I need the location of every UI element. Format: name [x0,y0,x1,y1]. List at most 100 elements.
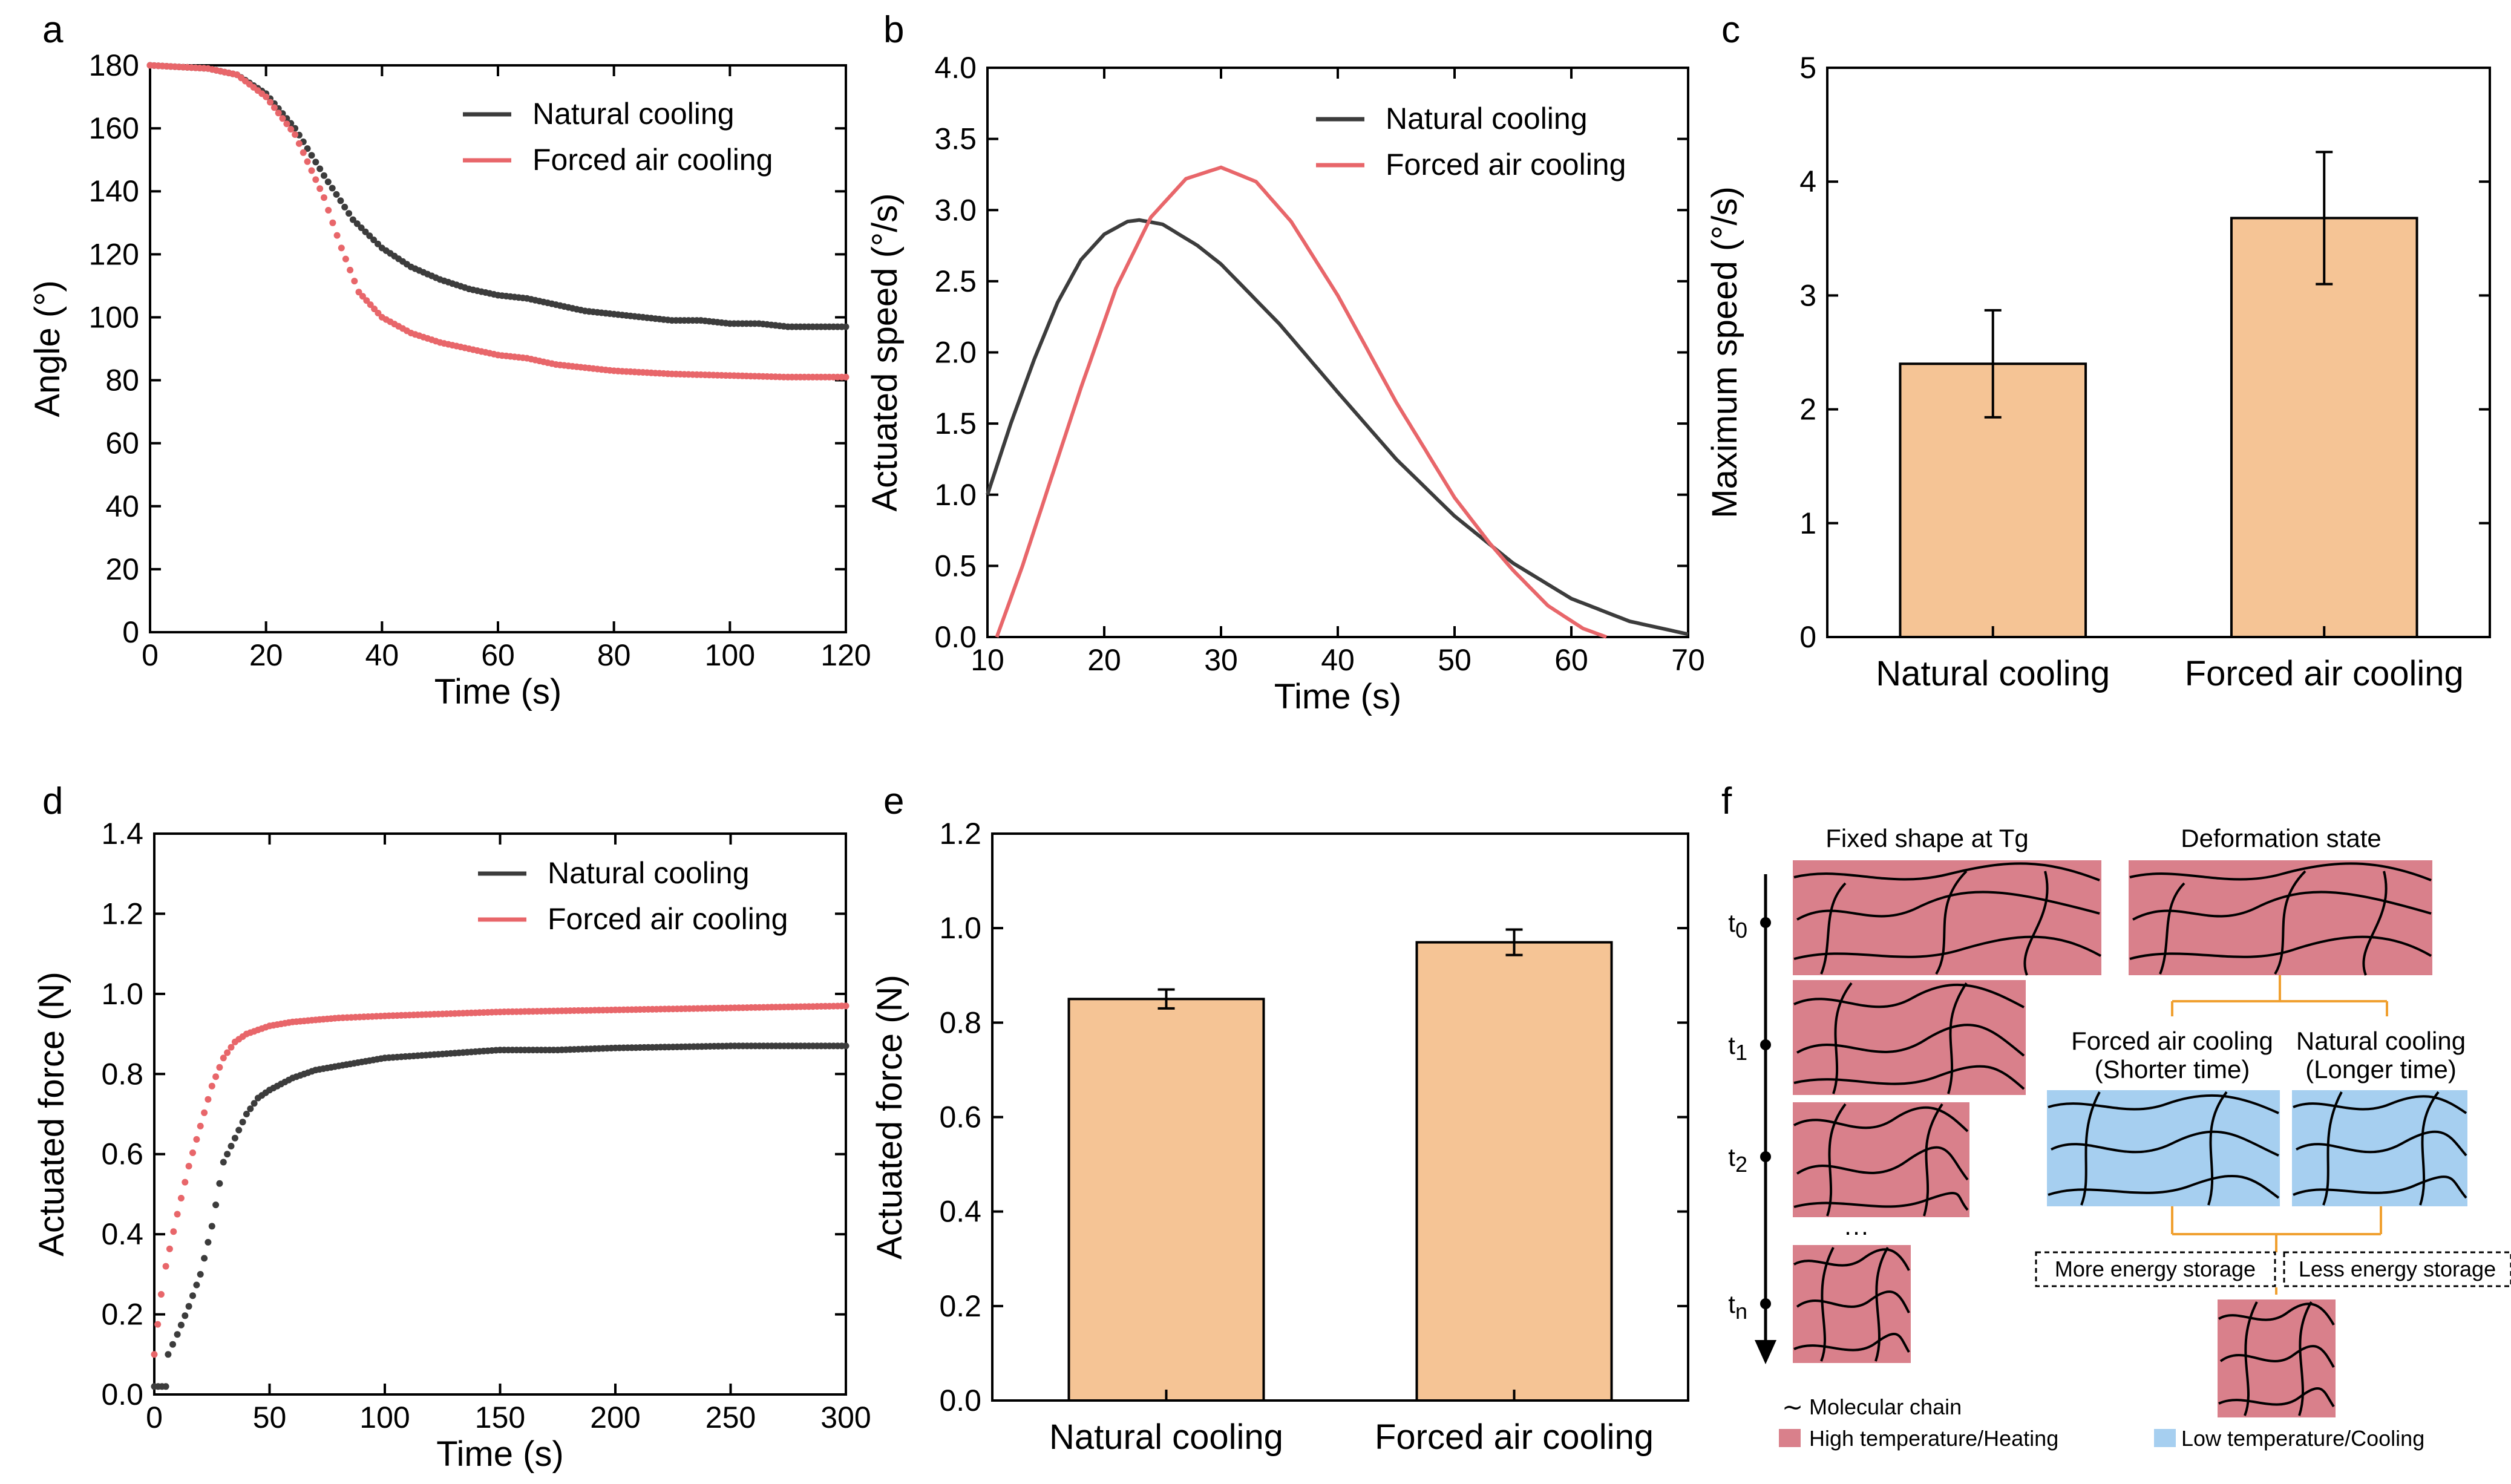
y-tick-label: 0.2 [939,1289,981,1323]
y-tick-label: 5 [1799,51,1816,85]
data-point [177,1195,185,1201]
block-deformation [2129,860,2432,976]
series-natural-cooling [146,62,850,330]
x-tick-label: 100 [705,638,755,672]
data-point [321,172,327,179]
data-point [329,219,336,226]
panel-label-c: c [1721,9,1740,51]
natural-sub: (Longer time) [2305,1055,2457,1084]
more-storage-box [2035,1251,2276,1287]
panel-label-f: f [1721,780,1732,822]
time-dot-t0 [1760,917,1771,928]
y-axis-label: Angle (°) [28,280,67,417]
chart-a-angle: 0 20 40 60 80 100 120 140 160 180 0 20 40 60 80 100 120 T… [28,48,871,711]
fixed-shape-title: Fixed shape at Tg [1825,824,2028,852]
x-tick-label: 60 [481,638,515,672]
data-point [151,1351,158,1358]
data-point [162,1263,169,1270]
data-point [341,203,349,211]
y-tick-label: 1.2 [939,817,981,851]
x-tick-label: 70 [1671,643,1705,677]
y-tick-label: 0.0 [101,1378,143,1411]
y-tick-label: 0.0 [939,1384,981,1417]
data-point [362,228,369,235]
y-tick-label: 1.2 [101,897,143,930]
x-tick-label: 10 [971,643,1004,677]
y-tick-label: 0.4 [939,1195,981,1229]
data-point [321,194,327,201]
data-point [247,1105,254,1113]
data-point [220,1159,227,1166]
data-point [193,1281,200,1289]
data-point [304,158,311,165]
x-tick-label: 40 [1321,643,1355,677]
data-point [250,1100,258,1107]
data-point [842,373,850,381]
data-point [263,93,270,100]
legend-label-0: Natural cooling [532,97,735,131]
y-axis-label: Maximum speed (°/s) [1705,186,1744,518]
forced-air-sub: (Shorter time) [2095,1055,2250,1084]
data-point [216,1064,223,1071]
data-point [359,293,366,300]
panel-label-e: e [883,780,904,822]
data-point [228,1044,235,1051]
data-point [212,1201,220,1209]
y-tick-label: 2.0 [934,336,977,370]
data-point [212,1073,220,1080]
chart-e-force-bars: 0.0 0.2 0.4 0.6 0.8 1.0 1.2 Actuated force (N) N… [870,817,1689,1457]
data-point [292,131,299,138]
y-tick-label: 3 [1799,278,1816,312]
data-point [842,323,850,330]
block-heated-tn [1793,1245,1911,1363]
x-axis-label: Time (s) [1274,677,1401,716]
legend-label-0: Natural cooling [1386,102,1588,136]
x-tick-label: 50 [1438,643,1472,677]
time-axis-arrowhead [1755,1340,1776,1364]
bar-2 [1415,941,1613,1402]
data-point [154,1321,162,1328]
legend-label-1: Forced air cooling [548,902,788,936]
time-dot-t1 [1760,1039,1771,1050]
data-point [316,165,324,172]
data-point [201,1109,208,1116]
series-line [986,218,1689,636]
y-tick-label: 100 [89,300,139,334]
data-point [201,1255,208,1262]
y-tick-label: 180 [89,48,139,82]
time-dot-t2 [1760,1151,1771,1162]
y-tick-label: 1.0 [934,478,977,512]
data-point [208,1082,215,1090]
y-tick-label: 1.0 [939,911,981,945]
data-point [279,115,286,122]
series-natural-cooling [151,1042,850,1390]
y-tick-label: 0.6 [101,1137,143,1171]
legend-chain-icon: ∼ [1782,1393,1803,1421]
data-point [304,145,311,152]
legend-chain-label: Molecular chain [1809,1394,1962,1419]
data-point [239,1119,246,1126]
x-tick-label: 50 [253,1401,287,1434]
legend-low-label: Low temperature/Cooling [2181,1426,2424,1451]
y-axis-label: Actuated force (N) [32,972,71,1257]
time-label-t0: t0 [1728,909,1747,943]
x-tick-label: 80 [597,638,631,672]
data-point [185,1303,192,1310]
y-tick-label: 0.8 [101,1057,143,1091]
block-cooled-forced [2047,1090,2280,1206]
y-tick-label: 3.0 [934,193,977,227]
data-point [312,159,319,166]
y-tick-label: 0.0 [934,620,977,654]
less-storage-box [2283,1251,2511,1287]
block-heated-t0 [1793,860,2101,976]
y-tick-label: 120 [89,237,139,271]
x-tick-label: 0 [142,638,159,672]
data-point [329,185,336,192]
data-point [325,207,332,214]
data-point [224,1151,231,1158]
y-tick-label: 0.6 [939,1100,981,1134]
x-tick-label: 30 [1204,643,1238,677]
data-point [174,1331,181,1338]
block-final [2218,1299,2336,1417]
